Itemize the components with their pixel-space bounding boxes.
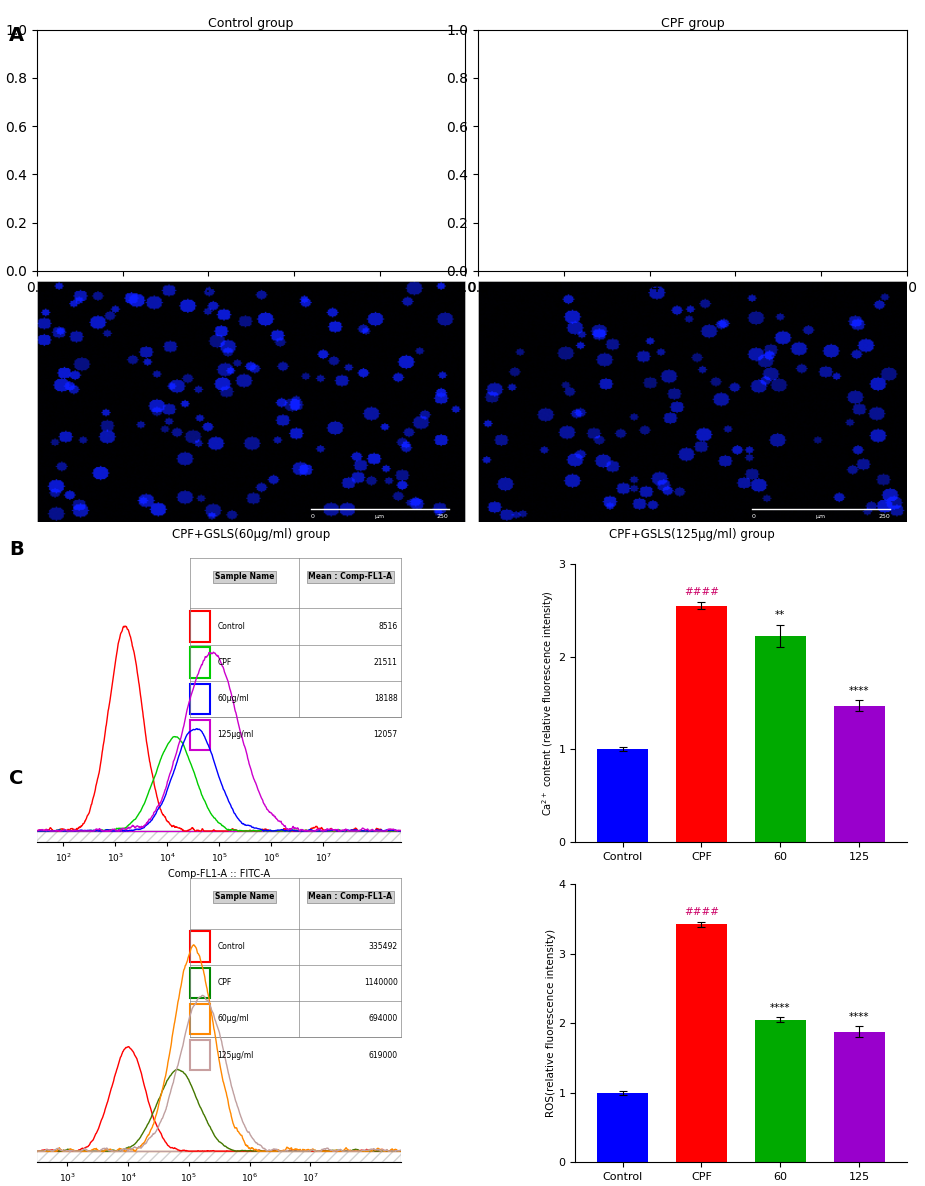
Text: 60μg/ml: 60μg/ml [217,694,249,703]
Polygon shape [37,1152,401,1162]
Bar [597,1092,648,1162]
Text: 1140000: 1140000 [364,978,398,987]
Bar [833,706,885,842]
Bar [755,1020,806,1162]
Text: 250: 250 [878,514,890,518]
Text: 619000: 619000 [368,1051,398,1059]
FancyBboxPatch shape [190,648,210,678]
Bar [755,636,806,842]
Text: Control: Control [217,942,245,951]
Bar [597,750,648,842]
Text: 0: 0 [311,514,314,518]
Text: B: B [9,540,24,559]
Text: μm: μm [375,263,385,268]
Text: 0: 0 [311,263,314,268]
Text: 250: 250 [878,263,890,268]
Text: μm: μm [816,263,826,268]
X-axis label: Comp-FL1-A :: FITC-A: Comp-FL1-A :: FITC-A [168,869,270,879]
Text: 60μg/ml: 60μg/ml [217,1014,249,1024]
Text: 694000: 694000 [368,1014,398,1024]
Text: Mean : Comp-FL1-A: Mean : Comp-FL1-A [308,572,392,581]
Bar [676,924,727,1162]
Text: GSLS(μg/ml): GSLS(μg/ml) [784,917,855,927]
Text: ****: **** [771,1002,791,1013]
Text: 250: 250 [437,263,449,268]
Text: Mean : Comp-FL1-A: Mean : Comp-FL1-A [308,892,392,901]
Text: 125μg/ml: 125μg/ml [217,1051,253,1059]
Text: μm: μm [375,514,385,518]
Text: A: A [9,26,24,45]
Text: ####: #### [684,587,719,598]
Text: Sample Name: Sample Name [215,572,275,581]
Text: 0: 0 [752,263,756,268]
Text: 18188: 18188 [374,694,398,703]
Text: **: ** [775,611,785,620]
Text: CPF: CPF [217,658,231,668]
Polygon shape [37,831,401,842]
FancyBboxPatch shape [190,968,210,999]
Text: 250: 250 [437,514,449,518]
Text: CPF+GSLS(60μg/ml) group: CPF+GSLS(60μg/ml) group [172,528,330,541]
Text: 12057: 12057 [374,731,398,740]
Text: 335492: 335492 [368,942,398,951]
Y-axis label: Ca$^{2+}$ content (relative fluorescence intensity): Ca$^{2+}$ content (relative fluorescence… [540,589,556,816]
Text: 0: 0 [752,514,756,518]
Text: 21511: 21511 [374,658,398,668]
Title: CPF group: CPF group [660,17,724,30]
FancyBboxPatch shape [190,1003,210,1034]
Text: Control: Control [217,621,245,631]
Text: ####: #### [684,907,719,918]
Title: Control group: Control group [208,17,294,30]
FancyBboxPatch shape [190,720,210,751]
Text: CPF+GSLS(125μg/ml) group: CPF+GSLS(125μg/ml) group [610,528,775,541]
Bar [833,1032,885,1162]
Text: ****: **** [849,686,870,695]
FancyBboxPatch shape [190,1040,210,1071]
Text: ****: **** [849,1012,870,1022]
Text: C: C [9,769,24,788]
Bar [676,606,727,842]
Text: Sample Name: Sample Name [215,892,275,901]
Text: CPF: CPF [217,978,231,987]
FancyBboxPatch shape [190,683,210,714]
FancyBboxPatch shape [190,611,210,642]
Y-axis label: ROS(relative fluorescence intensity): ROS(relative fluorescence intensity) [546,929,556,1117]
FancyBboxPatch shape [190,931,210,962]
Text: μm: μm [816,514,826,518]
Text: 8516: 8516 [378,621,398,631]
Text: 125μg/ml: 125μg/ml [217,731,253,740]
